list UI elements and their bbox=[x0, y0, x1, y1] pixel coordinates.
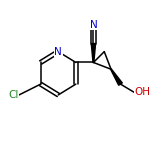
Text: OH: OH bbox=[135, 87, 151, 97]
Polygon shape bbox=[111, 69, 122, 85]
Text: Cl: Cl bbox=[8, 90, 18, 100]
Polygon shape bbox=[91, 43, 96, 62]
Text: N: N bbox=[54, 47, 62, 57]
Text: N: N bbox=[90, 20, 97, 30]
